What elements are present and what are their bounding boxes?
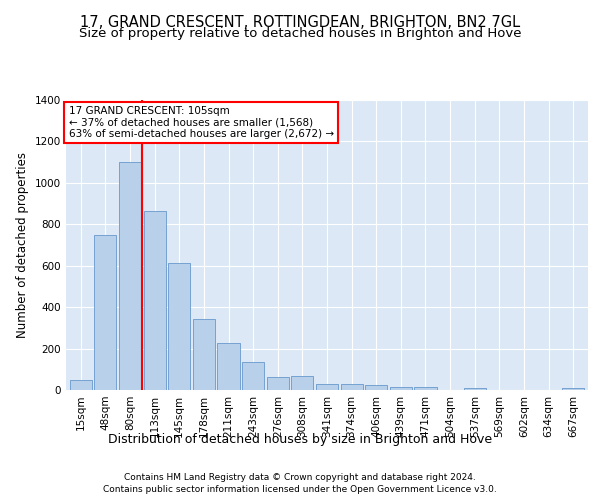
- Bar: [464, 388, 486, 390]
- Bar: [316, 384, 338, 390]
- Bar: [390, 387, 412, 390]
- Bar: [217, 344, 239, 390]
- Text: 17, GRAND CRESCENT, ROTTINGDEAN, BRIGHTON, BN2 7GL: 17, GRAND CRESCENT, ROTTINGDEAN, BRIGHTO…: [80, 15, 520, 30]
- Y-axis label: Number of detached properties: Number of detached properties: [16, 152, 29, 338]
- Bar: [415, 387, 437, 390]
- Text: Contains HM Land Registry data © Crown copyright and database right 2024.: Contains HM Land Registry data © Crown c…: [124, 472, 476, 482]
- Bar: [562, 388, 584, 390]
- Bar: [365, 386, 388, 390]
- Bar: [94, 234, 116, 390]
- Bar: [70, 380, 92, 390]
- Bar: [168, 262, 190, 390]
- Bar: [119, 162, 141, 390]
- Bar: [143, 211, 166, 390]
- Bar: [291, 376, 313, 390]
- Text: Size of property relative to detached houses in Brighton and Hove: Size of property relative to detached ho…: [79, 28, 521, 40]
- Bar: [341, 384, 363, 390]
- Text: Contains public sector information licensed under the Open Government Licence v3: Contains public sector information licen…: [103, 485, 497, 494]
- Text: Distribution of detached houses by size in Brighton and Hove: Distribution of detached houses by size …: [108, 432, 492, 446]
- Bar: [242, 362, 264, 390]
- Bar: [193, 318, 215, 390]
- Text: 17 GRAND CRESCENT: 105sqm
← 37% of detached houses are smaller (1,568)
63% of se: 17 GRAND CRESCENT: 105sqm ← 37% of detac…: [68, 106, 334, 139]
- Bar: [266, 377, 289, 390]
